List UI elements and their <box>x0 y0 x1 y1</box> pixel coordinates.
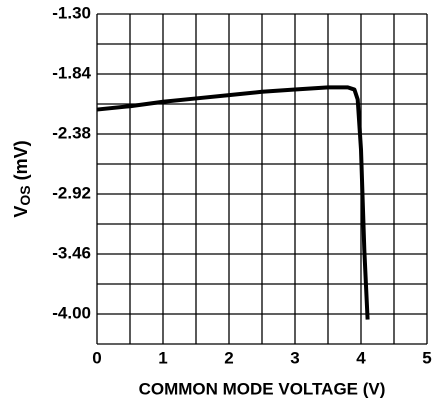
x-tick-label: 5 <box>422 348 431 367</box>
x-tick-label: 0 <box>92 348 101 367</box>
x-tick-label: 1 <box>158 348 167 367</box>
x-tick-label: 3 <box>290 348 299 367</box>
y-tick-label: -2.38 <box>52 123 91 142</box>
x-axis-label: COMMON MODE VOLTAGE (V) <box>139 379 386 398</box>
x-tick-label: 4 <box>356 348 366 367</box>
y-tick-label: -3.46 <box>52 243 91 262</box>
y-tick-label: -4.00 <box>52 303 91 322</box>
y-tick-label: -1.84 <box>52 63 91 82</box>
y-axis-label: VOS (mV) <box>11 140 33 217</box>
x-tick-label: 2 <box>224 348 233 367</box>
y-tick-label: -1.30 <box>52 3 91 22</box>
y-tick-label: -2.92 <box>52 183 91 202</box>
data-line <box>96 85 370 320</box>
